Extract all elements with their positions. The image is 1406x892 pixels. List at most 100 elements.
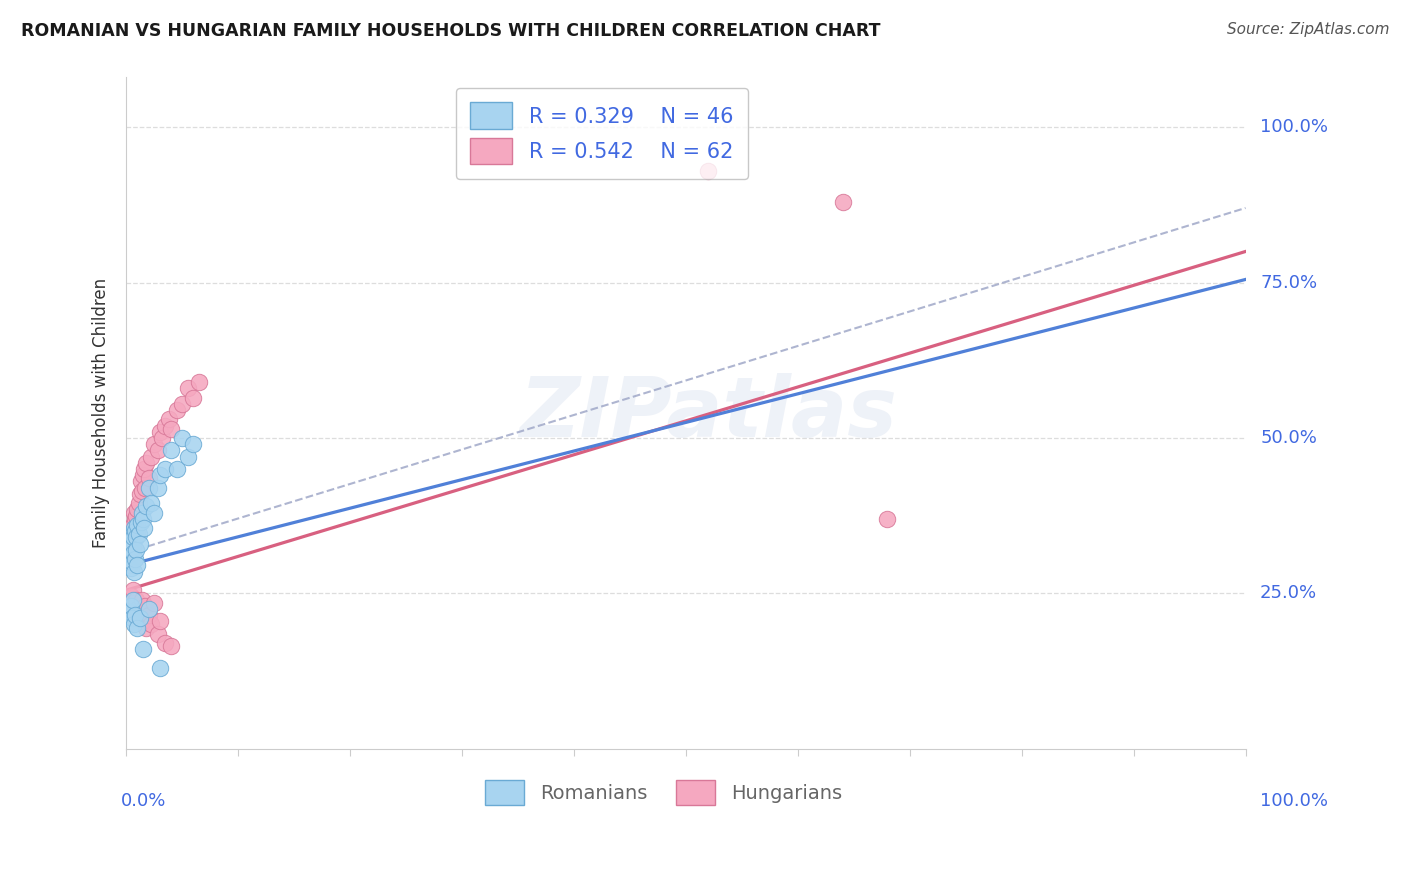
Point [125,542,148,557]
Point [122,506,145,520]
Point [160,639,183,653]
Point [118,599,141,613]
Point [131,592,153,607]
Point [121,530,143,544]
Point [122,518,145,533]
Point [127,558,149,573]
Point [132,468,155,483]
Point [155,636,177,650]
Point [121,536,143,550]
Point [124,512,146,526]
Point [120,590,142,604]
Text: Source: ZipAtlas.com: Source: ZipAtlas.com [1226,22,1389,37]
Point [150,431,173,445]
Point [132,615,155,629]
Point [122,527,145,541]
Point [127,518,149,533]
Point [121,611,143,625]
Point [172,431,194,445]
Point [128,487,150,501]
Point [121,605,143,619]
Point [139,617,162,632]
Point [134,521,156,535]
Point [138,471,160,485]
Point [118,542,141,557]
Point [124,524,146,538]
Point [122,592,145,607]
Point [183,391,205,405]
Point [135,456,157,470]
Point [118,605,141,619]
Point [138,481,160,495]
Point [127,621,149,635]
Point [118,549,141,563]
Legend: Romanians, Hungarians: Romanians, Hungarians [478,772,849,813]
Point [122,617,145,632]
Point [149,661,172,675]
Point [127,602,149,616]
Point [122,596,145,610]
Point [125,592,148,607]
Point [128,527,150,541]
Point [125,521,148,535]
Text: 75.0%: 75.0% [1260,274,1317,292]
Point [125,508,148,523]
Point [149,425,172,439]
Point [183,437,205,451]
Point [155,418,177,433]
Point [172,397,194,411]
Point [124,552,146,566]
Point [128,608,150,623]
Point [124,608,146,623]
Point [129,515,152,529]
Text: 100.0%: 100.0% [1260,792,1329,810]
Point [117,533,139,548]
Point [160,422,183,436]
Point [121,552,143,566]
Point [177,450,200,464]
Point [138,608,160,623]
Point [139,450,162,464]
Point [118,558,141,573]
Point [138,602,160,616]
Point [117,549,139,563]
Point [125,530,148,544]
Point [143,596,166,610]
Point [122,565,145,579]
Point [146,481,169,495]
Point [160,443,183,458]
Point [131,483,153,498]
Point [120,599,142,613]
Text: 100.0%: 100.0% [1260,118,1329,136]
Point [134,481,156,495]
Point [127,502,149,516]
Point [120,546,142,560]
Text: ROMANIAN VS HUNGARIAN FAMILY HOUSEHOLDS WITH CHILDREN CORRELATION CHART: ROMANIAN VS HUNGARIAN FAMILY HOUSEHOLDS … [21,22,880,40]
Point [166,462,188,476]
Point [128,496,150,510]
Point [134,462,156,476]
Point [129,475,152,489]
Point [697,163,720,178]
Point [157,412,180,426]
Point [135,500,157,514]
Point [132,642,155,657]
Point [122,546,145,560]
Text: 50.0%: 50.0% [1260,429,1317,447]
Point [166,403,188,417]
Point [134,599,156,613]
Text: 25.0%: 25.0% [1260,584,1317,602]
Point [118,536,141,550]
Point [149,468,172,483]
Point [146,626,169,640]
Point [128,536,150,550]
Point [128,611,150,625]
Point [143,506,166,520]
Point [177,381,200,395]
Point [122,540,145,554]
Text: 0.0%: 0.0% [121,792,166,810]
Point [127,527,149,541]
Point [143,437,166,451]
Point [146,443,169,458]
Point [188,375,211,389]
